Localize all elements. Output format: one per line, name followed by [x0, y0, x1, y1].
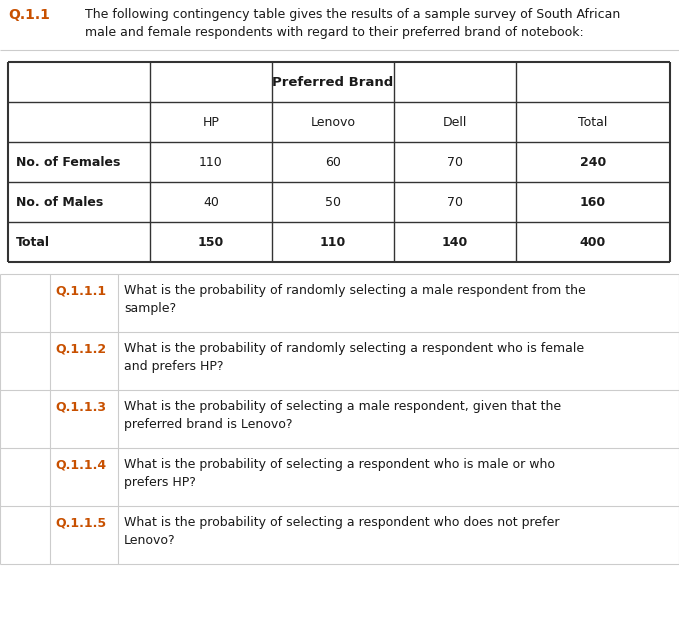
Text: Q.1.1.4: Q.1.1.4 [55, 458, 106, 471]
Text: Lenovo: Lenovo [310, 115, 356, 129]
Text: sample?: sample? [124, 302, 176, 315]
Text: HP: HP [202, 115, 219, 129]
Text: prefers HP?: prefers HP? [124, 476, 196, 489]
Text: 240: 240 [580, 155, 606, 169]
Text: 110: 110 [320, 236, 346, 248]
Text: Q.1.1: Q.1.1 [8, 8, 50, 22]
Text: 400: 400 [580, 236, 606, 248]
Text: No. of Males: No. of Males [16, 196, 103, 208]
Text: Total: Total [579, 115, 608, 129]
Text: What is the probability of selecting a male respondent, given that the: What is the probability of selecting a m… [124, 400, 561, 413]
Text: What is the probability of selecting a respondent who is male or who: What is the probability of selecting a r… [124, 458, 555, 471]
Text: No. of Females: No. of Females [16, 155, 120, 169]
Text: 70: 70 [447, 196, 463, 208]
Text: What is the probability of selecting a respondent who does not prefer: What is the probability of selecting a r… [124, 516, 559, 529]
Text: Q.1.1.1: Q.1.1.1 [55, 284, 106, 297]
Text: 150: 150 [198, 236, 224, 248]
Text: 60: 60 [325, 155, 341, 169]
Text: Dell: Dell [443, 115, 467, 129]
Text: Q.1.1.3: Q.1.1.3 [55, 400, 106, 413]
Text: What is the probability of randomly selecting a male respondent from the: What is the probability of randomly sele… [124, 284, 586, 297]
Text: Q.1.1.5: Q.1.1.5 [55, 516, 106, 529]
Text: Total: Total [16, 236, 50, 248]
Text: Lenovo?: Lenovo? [124, 534, 176, 547]
Text: preferred brand is Lenovo?: preferred brand is Lenovo? [124, 418, 293, 431]
Text: 50: 50 [325, 196, 341, 208]
Text: 110: 110 [199, 155, 223, 169]
Text: 140: 140 [442, 236, 468, 248]
Text: 160: 160 [580, 196, 606, 208]
Text: Preferred Brand: Preferred Brand [272, 76, 394, 89]
Text: 40: 40 [203, 196, 219, 208]
Text: The following contingency table gives the results of a sample survey of South Af: The following contingency table gives th… [85, 8, 620, 21]
Text: Q.1.1.2: Q.1.1.2 [55, 342, 106, 355]
Text: and prefers HP?: and prefers HP? [124, 360, 223, 373]
Text: What is the probability of randomly selecting a respondent who is female: What is the probability of randomly sele… [124, 342, 584, 355]
Text: male and female respondents with regard to their preferred brand of notebook:: male and female respondents with regard … [85, 26, 584, 39]
Text: 70: 70 [447, 155, 463, 169]
